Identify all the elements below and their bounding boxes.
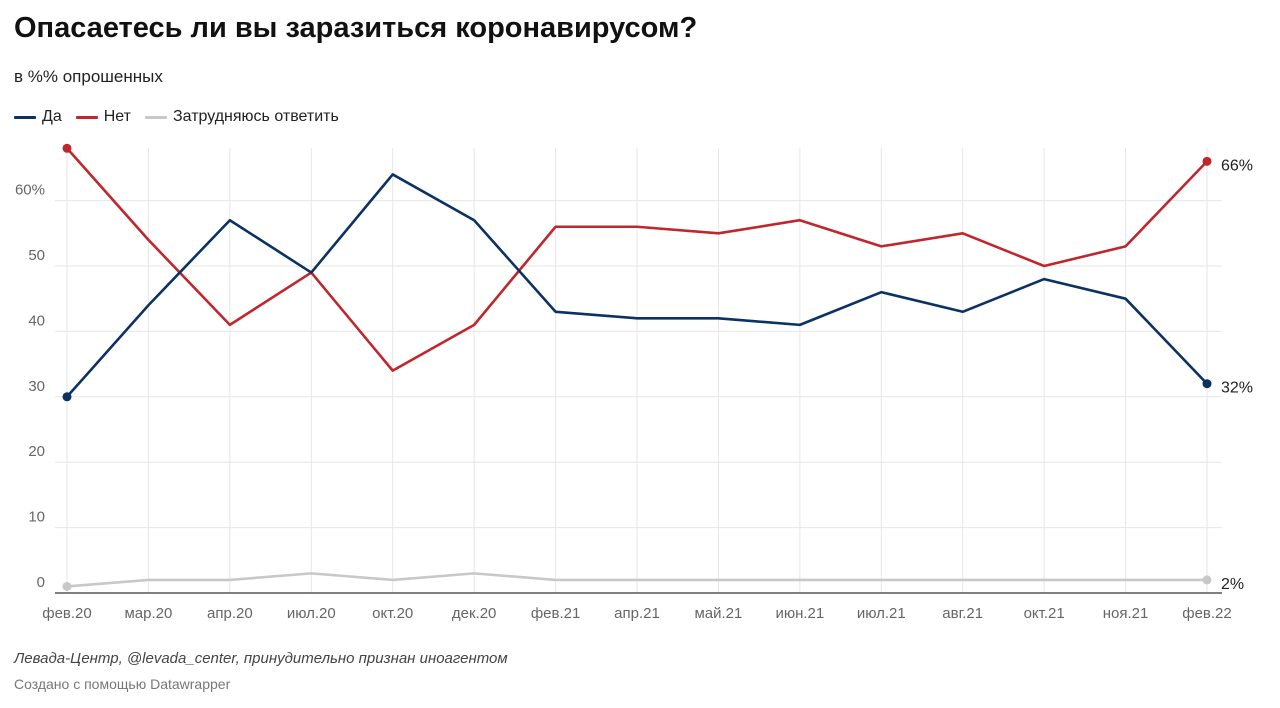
x-tick-label: фев.22 <box>1182 605 1232 622</box>
credit-note: Создано с помощью Datawrapper <box>14 676 231 692</box>
series-end-point-1 <box>1202 156 1212 166</box>
x-tick-label: июл.21 <box>857 605 906 622</box>
source-note: Левада-Центр, @levada_center, принудител… <box>14 650 508 667</box>
x-tick-label: май.21 <box>694 605 742 622</box>
y-tick-label: 50 <box>28 247 45 264</box>
x-tick-label: июн.21 <box>775 605 824 622</box>
legend-item-no: Нет <box>75 108 131 126</box>
x-tick-label: дек.20 <box>452 605 497 622</box>
series-end-label-2: 2% <box>1221 576 1244 593</box>
y-tick-label: 60% <box>15 182 45 199</box>
y-tick-label: 20 <box>28 443 45 460</box>
y-tick-label: 0 <box>37 574 45 591</box>
series-end-point-0 <box>1202 379 1212 389</box>
y-tick-label: 40 <box>28 312 45 329</box>
x-tick-label: апр.20 <box>207 605 253 622</box>
legend-swatch-yes <box>14 115 36 119</box>
y-tick-label: 30 <box>28 378 45 395</box>
x-tick-label: авг.21 <box>942 605 983 622</box>
x-tick-label: фев.21 <box>531 605 581 622</box>
y-tick-label: 10 <box>28 509 45 526</box>
series-line-1 <box>65 146 1209 372</box>
chart-title: Опасаетесь ли вы заразиться коронавирусо… <box>14 12 698 44</box>
x-tick-label: мар.20 <box>124 605 172 622</box>
series-end-label-0: 32% <box>1221 380 1253 397</box>
series-start-point-0 <box>62 392 72 402</box>
chart-subtitle: в %% опрошенных <box>14 67 163 86</box>
legend-label-yes: Да <box>42 108 62 125</box>
x-tick-label: фев.20 <box>42 605 92 622</box>
legend-item-unsure: Затрудняюсь ответить <box>144 108 339 126</box>
series-line-2 <box>65 572 1209 588</box>
series-start-point-1 <box>62 143 72 153</box>
legend-swatch-unsure <box>144 115 167 119</box>
x-tick-label: окт.21 <box>1024 605 1065 622</box>
line-chart: 0 10 20 30 40 50 60% фев.20 мар.20 апр.20 июл.20 ок… <box>15 143 1253 622</box>
x-tick-label: окт.20 <box>372 605 413 622</box>
series-end-label-1: 66% <box>1221 157 1253 174</box>
x-tick-label: ноя.21 <box>1103 605 1149 622</box>
legend-swatch-no <box>75 115 98 119</box>
series-line-0 <box>65 173 1209 399</box>
legend-label-no: Нет <box>103 108 131 125</box>
legend: Да Нет Затрудняюсь ответить <box>14 108 353 126</box>
legend-label-unsure: Затрудняюсь ответить <box>172 108 339 125</box>
x-tick-label: апр.21 <box>614 605 660 622</box>
series-end-point-2 <box>1202 575 1212 585</box>
series-start-point-2 <box>62 581 72 591</box>
legend-item-yes: Да <box>14 108 62 126</box>
x-tick-label: июл.20 <box>287 605 336 622</box>
